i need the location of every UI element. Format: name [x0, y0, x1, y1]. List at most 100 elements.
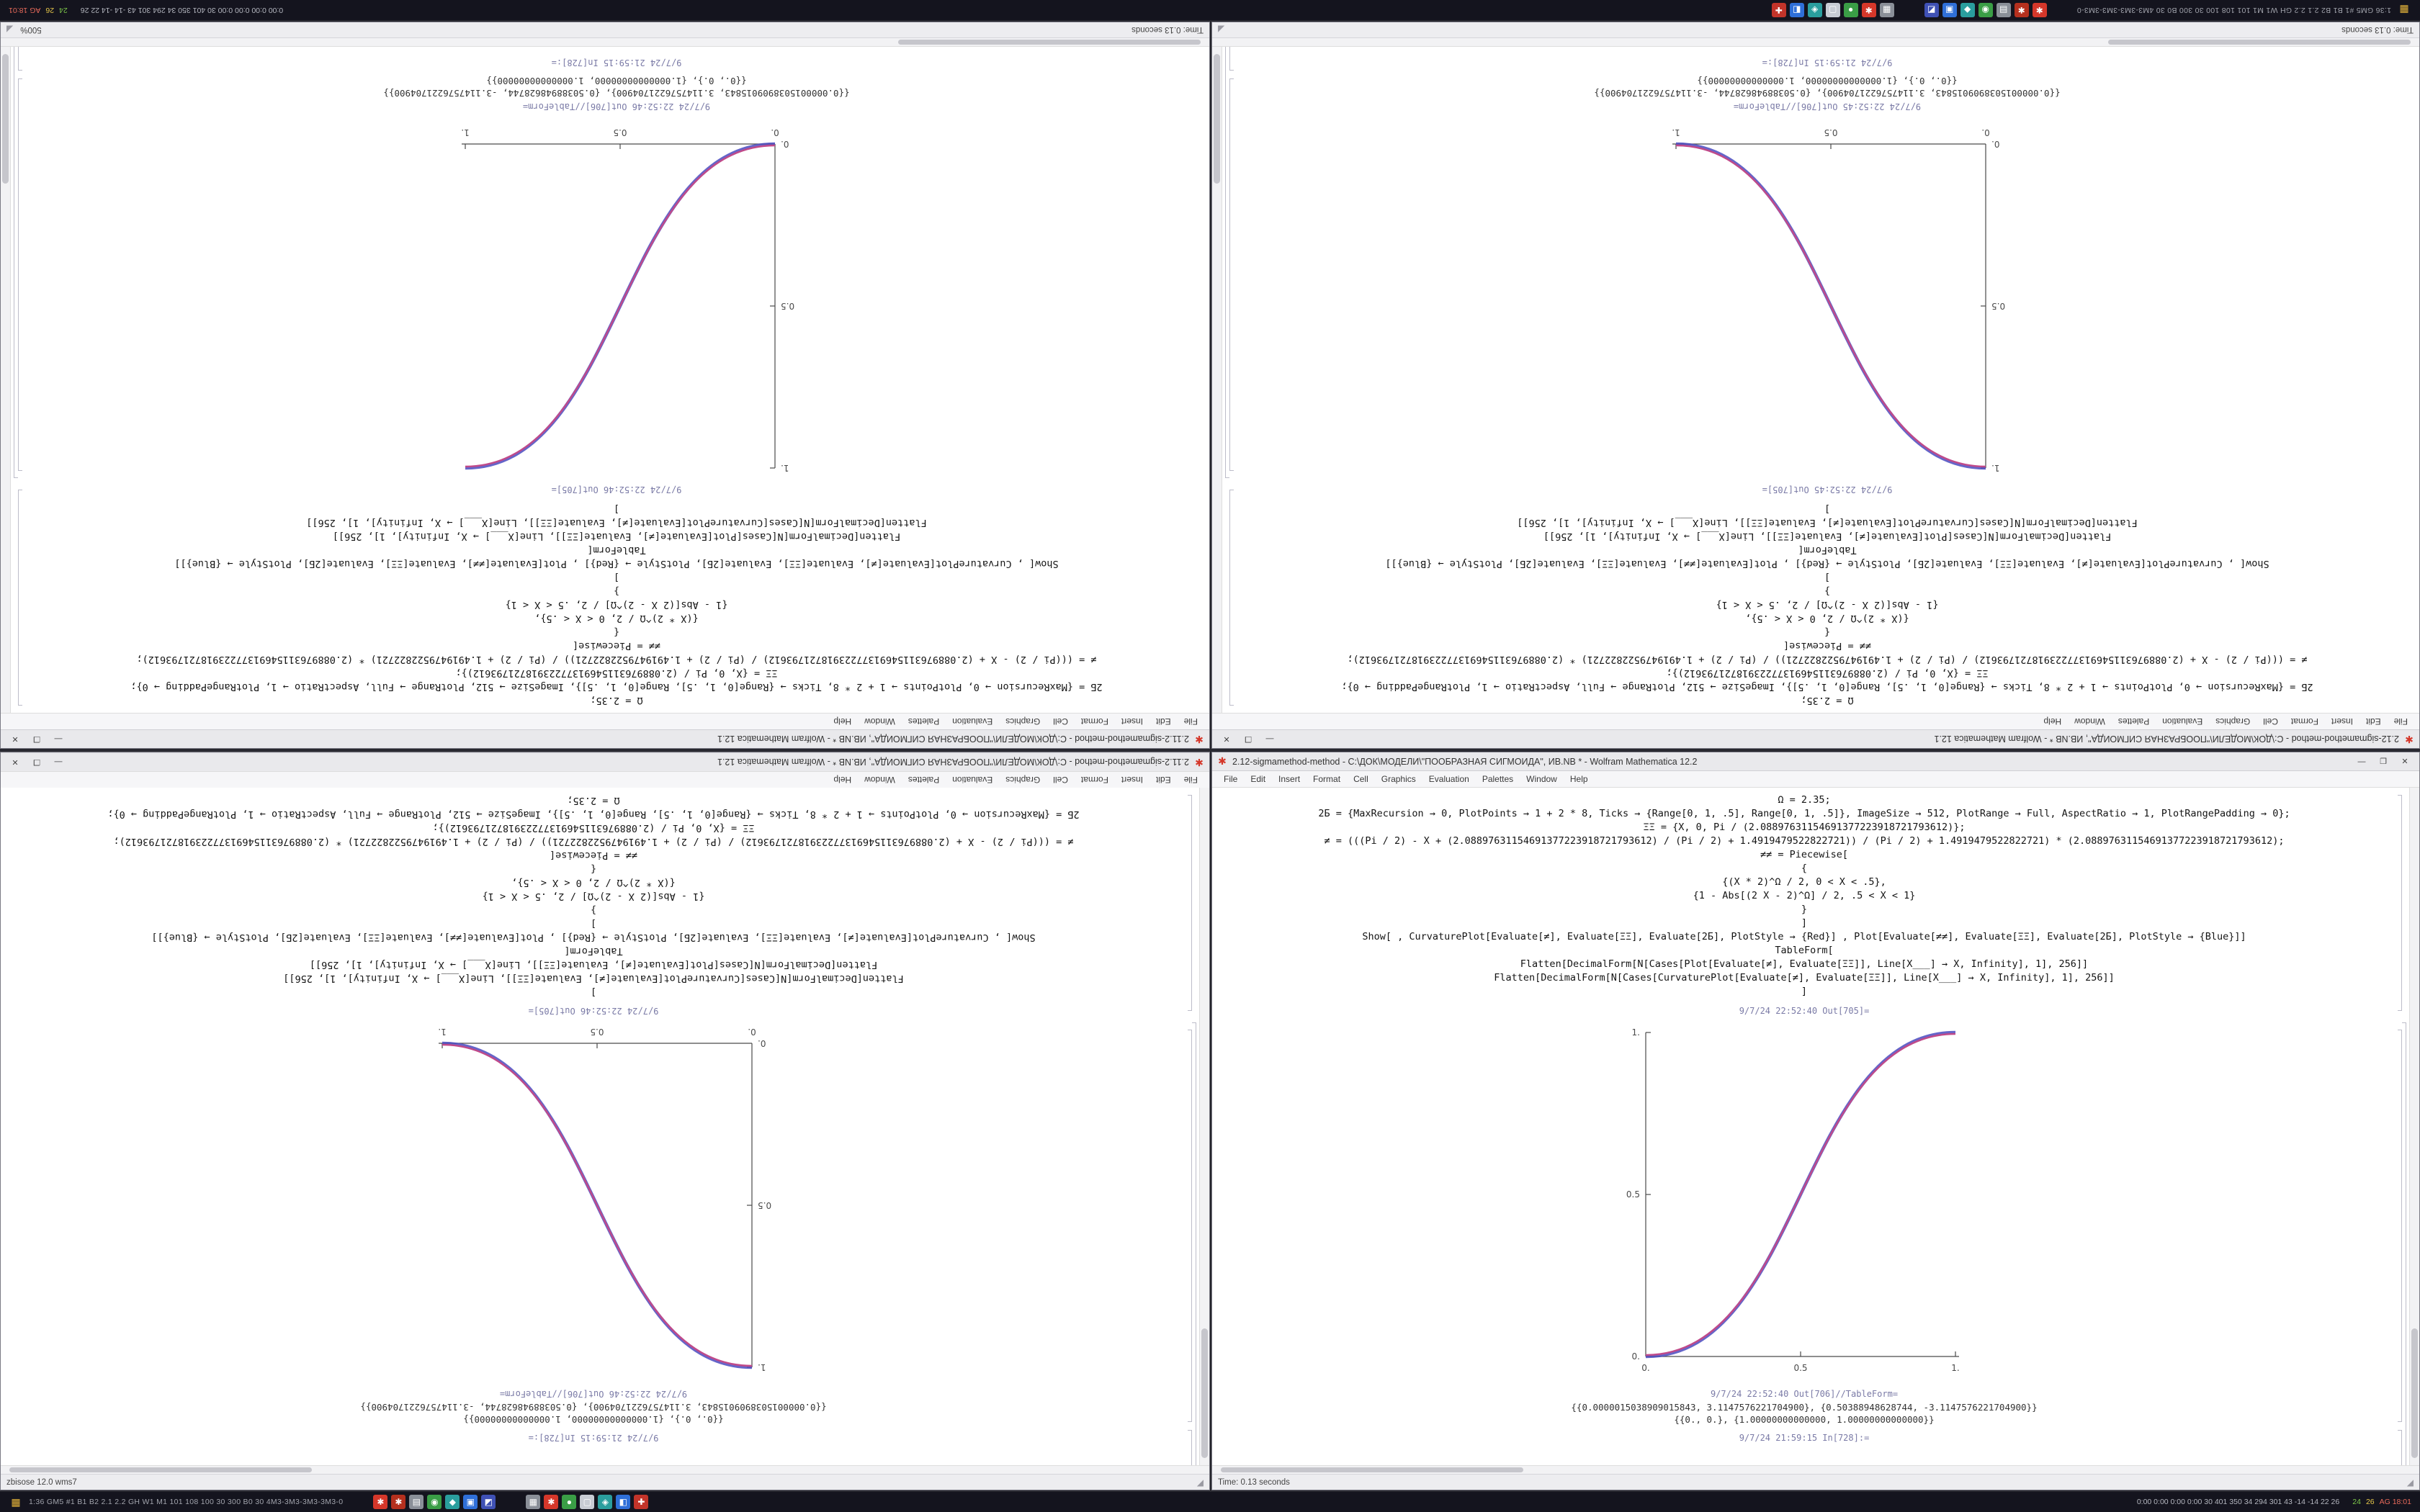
cell-bracket[interactable] — [1188, 1430, 1192, 1465]
minimize-button[interactable]: — — [2357, 757, 2366, 766]
cell-bracket[interactable] — [1188, 795, 1192, 1011]
menu-item[interactable]: Palettes — [908, 775, 940, 785]
blue-app-icon[interactable]: ◧ — [616, 1495, 631, 1509]
taskbar-window-list[interactable]: 1:36 GM5 #1 B1 B2 2.1 2.2 GH W1 M1 101 1… — [2076, 6, 2391, 14]
teal-app-icon[interactable]: ◈ — [598, 1495, 613, 1509]
menu-item[interactable]: Graphics — [1005, 775, 1041, 785]
menu-item[interactable]: Help — [1569, 774, 1588, 784]
indigo-app-icon[interactable]: ◩ — [481, 1495, 496, 1509]
horizontal-scrollbar[interactable] — [1, 38, 1209, 47]
menu-item[interactable]: Graphics — [1381, 774, 1416, 784]
menu-item[interactable]: Cell — [1053, 775, 1068, 785]
file-manager-icon[interactable]: ▤ — [1996, 3, 2011, 17]
cell-bracket[interactable] — [1229, 490, 1234, 706]
scrollbar-thumb[interactable] — [898, 40, 1201, 45]
cell-bracket[interactable] — [2398, 795, 2402, 1011]
notebook-content[interactable]: Ω = 2.35; 2Б = {MaxRecursion → 0, PlotPoi… — [1222, 47, 2419, 713]
cell-bracket[interactable] — [1192, 1022, 1196, 1465]
cell-bracket[interactable] — [1229, 78, 1234, 471]
titlebar[interactable]: ✱ 2.11.2-sigmamethod-method - C:\ДОК\МОД… — [1, 752, 1209, 771]
notebook-content[interactable]: Ω = 2.35; 2Б = {MaxRecursion → 0, PlotPoi… — [1212, 788, 2409, 1465]
menu-item[interactable]: Edit — [1155, 775, 1171, 785]
horizontal-scrollbar[interactable] — [1212, 38, 2419, 47]
close-button[interactable]: ✕ — [1223, 734, 1230, 743]
menu-item[interactable]: Format — [1080, 775, 1108, 785]
blue-app-icon[interactable]: ▣ — [1942, 3, 1957, 17]
menu-item[interactable]: File — [2393, 716, 2408, 726]
mathematica-icon[interactable]: ✱ — [1861, 3, 1876, 17]
blue-app-icon[interactable]: ◧ — [1789, 3, 1804, 17]
menu-item[interactable]: File — [1224, 774, 1238, 784]
cell-bracket[interactable] — [18, 490, 22, 706]
menu-item[interactable]: Insert — [2331, 716, 2353, 726]
scrollbar-thumb[interactable] — [1221, 1467, 1523, 1472]
maximize-button[interactable]: ❐ — [2380, 757, 2387, 766]
menu-item[interactable]: Palettes — [1482, 774, 1514, 784]
cell-bracket[interactable] — [18, 78, 22, 471]
scrollbar-thumb[interactable] — [1214, 54, 1220, 184]
menu-item[interactable]: Format — [2290, 716, 2318, 726]
close-button[interactable]: ✕ — [12, 734, 19, 743]
light-app-icon[interactable]: ▢ — [580, 1495, 595, 1509]
green-app-icon[interactable]: ● — [1843, 3, 1858, 17]
notebook-content[interactable]: Ω = 2.35; 2Б = {MaxRecursion → 0, PlotPoi… — [11, 47, 1209, 713]
green-app-icon[interactable]: ◉ — [427, 1495, 442, 1509]
menu-item[interactable]: Evaluation — [1428, 774, 1469, 784]
menu-item[interactable]: Insert — [1121, 716, 1143, 726]
menu-item[interactable]: Insert — [1121, 775, 1143, 785]
minimize-button[interactable]: — — [54, 734, 63, 744]
titlebar[interactable]: ✱ 2.12-sigmamethod-method - C:\ДОК\МОДЕЛ… — [1212, 729, 2419, 748]
mathematica-icon[interactable]: ✱ — [373, 1495, 388, 1509]
mathematica-alt-icon[interactable]: ✱ — [2014, 3, 2029, 17]
scrollbar-thumb[interactable] — [2411, 1328, 2418, 1458]
menu-item[interactable]: Cell — [1053, 716, 1068, 726]
vertical-scrollbar[interactable] — [2409, 788, 2419, 1465]
green-app-icon[interactable]: ● — [562, 1495, 577, 1509]
menu-item[interactable]: Window — [2074, 716, 2105, 726]
close-button[interactable]: ✕ — [2401, 757, 2408, 766]
horizontal-scrollbar[interactable] — [1, 1465, 1209, 1474]
red-app-icon[interactable]: ✚ — [1771, 3, 1786, 17]
minimize-button[interactable]: — — [1265, 734, 1274, 744]
light-app-icon[interactable]: ▢ — [1825, 3, 1840, 17]
gray-app-icon[interactable]: ▦ — [1879, 3, 1894, 17]
taskbar-window-list[interactable]: 1:36 GM5 #1 B1 B2 2.1 2.2 GH W1 M1 101 1… — [29, 1498, 344, 1506]
vertical-scrollbar[interactable] — [1199, 788, 1209, 1465]
menu-item[interactable]: Palettes — [2118, 716, 2150, 726]
file-manager-icon[interactable]: ▤ — [409, 1495, 424, 1509]
start-button[interactable]: ▦ — [2399, 4, 2409, 17]
resize-grip[interactable]: ◢ — [1218, 24, 1225, 35]
teal-app-icon[interactable]: ◈ — [1807, 3, 1822, 17]
gray-app-icon[interactable]: ▦ — [526, 1495, 541, 1509]
resize-grip[interactable]: ◢ — [6, 24, 14, 35]
menu-item[interactable]: Edit — [2365, 716, 2381, 726]
menu-item[interactable]: Evaluation — [952, 716, 993, 726]
start-button[interactable]: ▦ — [11, 1495, 21, 1508]
menu-item[interactable]: Palettes — [908, 716, 940, 726]
maximize-button[interactable]: ❐ — [33, 757, 40, 766]
menu-item[interactable]: File — [1183, 775, 1198, 785]
menu-item[interactable]: Cell — [1353, 774, 1368, 784]
red-app-icon[interactable]: ✚ — [634, 1495, 649, 1509]
menu-item[interactable]: File — [1183, 716, 1198, 726]
menu-item[interactable]: Help — [833, 775, 852, 785]
vertical-scrollbar[interactable] — [1, 47, 11, 713]
resize-grip[interactable]: ◢ — [2406, 1477, 2414, 1488]
close-button[interactable]: ✕ — [12, 757, 19, 766]
maximize-button[interactable]: ❐ — [33, 734, 40, 743]
scrollbar-thumb[interactable] — [2, 54, 9, 184]
mathematica-icon[interactable]: ✱ — [2032, 3, 2047, 17]
menu-item[interactable]: Edit — [1155, 716, 1171, 726]
menu-item[interactable]: Window — [864, 716, 895, 726]
teal-app-icon[interactable]: ◆ — [445, 1495, 460, 1509]
menu-item[interactable]: Cell — [2263, 716, 2278, 726]
green-app-icon[interactable]: ◉ — [1978, 3, 1993, 17]
menu-item[interactable]: Help — [2043, 716, 2062, 726]
blue-app-icon[interactable]: ▣ — [463, 1495, 478, 1509]
menu-item[interactable]: Evaluation — [2162, 716, 2203, 726]
menu-item[interactable]: Graphics — [1005, 716, 1041, 726]
scrollbar-thumb[interactable] — [1201, 1328, 1208, 1458]
cell-bracket[interactable] — [2398, 1030, 2402, 1422]
scrollbar-thumb[interactable] — [9, 1467, 312, 1472]
minimize-button[interactable]: — — [54, 757, 63, 767]
